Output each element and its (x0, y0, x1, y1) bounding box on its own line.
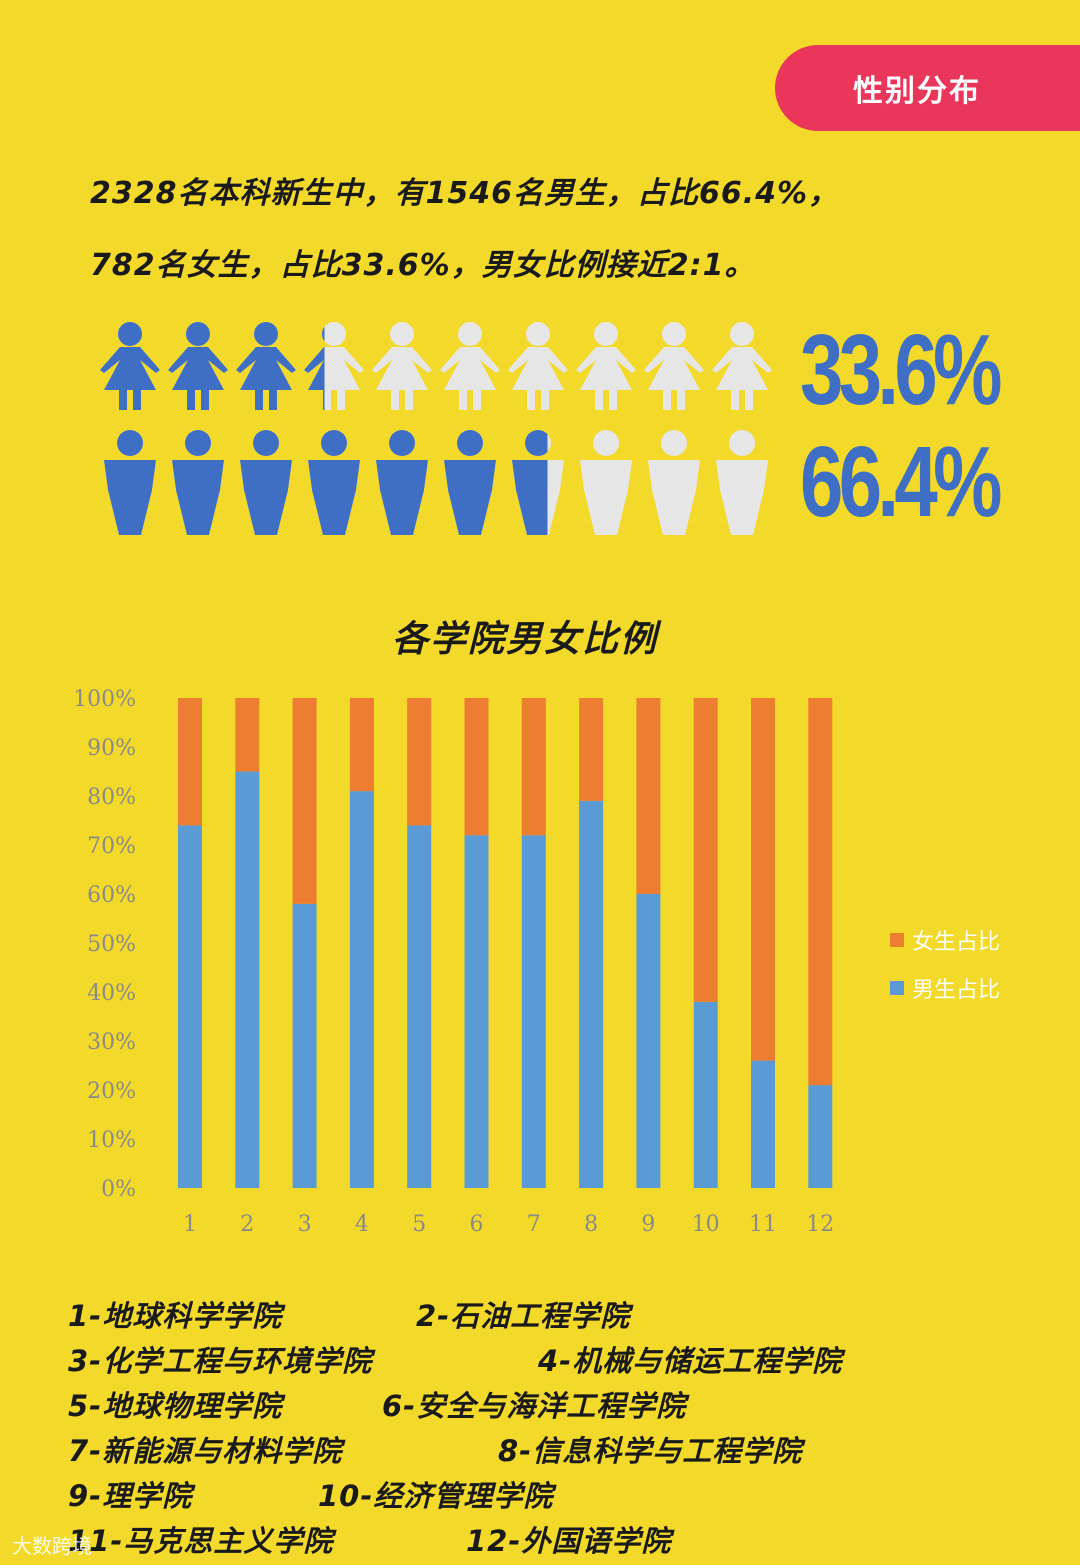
watermark: 大数跨境 (12, 1534, 92, 1558)
female-person-icon (372, 322, 432, 410)
section-badge: 性别分布 (775, 45, 1080, 131)
y-tick-label: 70% (87, 834, 136, 859)
y-tick-label: 40% (87, 981, 136, 1006)
bar-female-5 (407, 698, 432, 826)
y-tick-label: 0% (101, 1177, 136, 1202)
male-person-icon (580, 430, 632, 535)
college-key-10: 10-经济管理学院 (318, 1479, 554, 1513)
x-tick-label: 12 (806, 1212, 834, 1237)
bar-female-4 (349, 698, 374, 792)
y-tick-label: 20% (87, 1079, 136, 1104)
bar-female-11 (751, 698, 775, 1061)
x-tick-label: 4 (355, 1212, 369, 1237)
bar-female-8 (579, 698, 604, 801)
bar-female-3 (292, 698, 317, 904)
college-key-1: 1-地球科学学院 (68, 1299, 283, 1333)
bar-male-7 (521, 835, 546, 1188)
male-person-icon (172, 430, 224, 535)
bar-male-11 (751, 1060, 775, 1188)
college-key-11: 11-马克思主义学院 (68, 1524, 334, 1558)
chart-title: 各学院男女比例 (391, 619, 658, 660)
legend-female: 女生占比 (890, 924, 1000, 956)
male-person-icon (308, 430, 360, 535)
female-person-icon (100, 322, 160, 410)
female-percent-label: 33.6% (800, 314, 1002, 426)
y-tick-label: 80% (87, 785, 136, 810)
male-person-icon (648, 430, 700, 535)
female-person-icon (712, 322, 772, 410)
bar-male-5 (407, 825, 432, 1188)
y-tick-label: 30% (87, 1030, 136, 1055)
male-person-icon (240, 430, 292, 535)
college-key-2: 2-石油工程学院 (416, 1299, 631, 1333)
college-key-6: 6-安全与海洋工程学院 (382, 1389, 687, 1423)
bar-male-6 (464, 835, 489, 1188)
bar-male-9 (636, 894, 661, 1188)
x-tick-label: 2 (240, 1212, 254, 1237)
bar-female-1 (178, 698, 202, 826)
x-tick-label: 8 (584, 1212, 598, 1237)
bar-male-4 (349, 791, 374, 1188)
y-tick-label: 50% (87, 932, 136, 957)
x-tick-label: 5 (412, 1212, 426, 1237)
bar-male-10 (693, 1001, 718, 1188)
bar-male-12 (808, 1085, 833, 1188)
male-percent-label: 66.4% (800, 426, 1002, 538)
y-tick-label: 90% (87, 736, 136, 761)
college-key-5: 5-地球物理学院 (68, 1389, 283, 1423)
male-person-icon (104, 430, 156, 535)
bar-female-10 (693, 698, 718, 1002)
intro-line-2: 782名女生，占比33.6%，男女比例接近2:1。 (90, 248, 756, 283)
college-key-7: 7-新能源与材料学院 (68, 1434, 343, 1468)
bar-male-2 (235, 771, 260, 1188)
x-tick-label: 7 (527, 1212, 541, 1237)
female-person-icon (168, 322, 228, 410)
legend-male: 男生占比 (890, 972, 1000, 1004)
x-tick-label: 9 (641, 1212, 655, 1237)
college-key-3: 3-化学工程与环境学院 (68, 1344, 373, 1378)
college-gender-chart: 0%10%20%30%40%50%60%70%80%90%100%1 2 3 4 5 6 7… (73, 687, 834, 1237)
female-person-icon (508, 322, 568, 410)
legend-swatch-male (890, 981, 904, 995)
x-tick-label: 1 (183, 1212, 197, 1237)
x-tick-label: 10 (692, 1212, 720, 1237)
college-key-4: 4-机械与储运工程学院 (538, 1344, 843, 1378)
bar-female-6 (464, 698, 489, 836)
bar-female-7 (521, 698, 546, 836)
female-person-icon (304, 322, 364, 410)
bar-female-12 (808, 698, 833, 1086)
bar-male-1 (178, 825, 202, 1188)
male-person-icon (716, 430, 768, 535)
female-person-icon (440, 322, 500, 410)
gender-pictogram (100, 322, 772, 535)
legend-swatch-female (890, 933, 904, 947)
bar-female-9 (636, 698, 661, 894)
y-tick-label: 100% (73, 687, 136, 712)
x-tick-label: 6 (470, 1212, 484, 1237)
legend-label-female: 女生占比 (912, 930, 1001, 955)
bar-male-3 (292, 903, 317, 1188)
male-person-icon (512, 430, 564, 535)
x-tick-label: 3 (298, 1212, 312, 1237)
female-person-icon (236, 322, 296, 410)
college-key-12: 12-外国语学院 (466, 1524, 672, 1558)
bar-male-8 (579, 800, 604, 1188)
male-person-icon (376, 430, 428, 535)
female-person-icon (576, 322, 636, 410)
male-person-icon (444, 430, 496, 535)
female-person-icon (644, 322, 704, 410)
x-tick-label: 11 (749, 1212, 777, 1237)
college-key-9: 9-理学院 (68, 1479, 193, 1513)
college-key-8: 8-信息科学与工程学院 (498, 1434, 803, 1468)
y-tick-label: 60% (87, 883, 136, 908)
intro-line-1: 2328名本科新生中，有1546名男生，占比66.4%， (90, 176, 840, 211)
bar-female-2 (235, 698, 260, 772)
legend-label-male: 男生占比 (912, 978, 1001, 1003)
y-tick-label: 10% (87, 1128, 136, 1153)
